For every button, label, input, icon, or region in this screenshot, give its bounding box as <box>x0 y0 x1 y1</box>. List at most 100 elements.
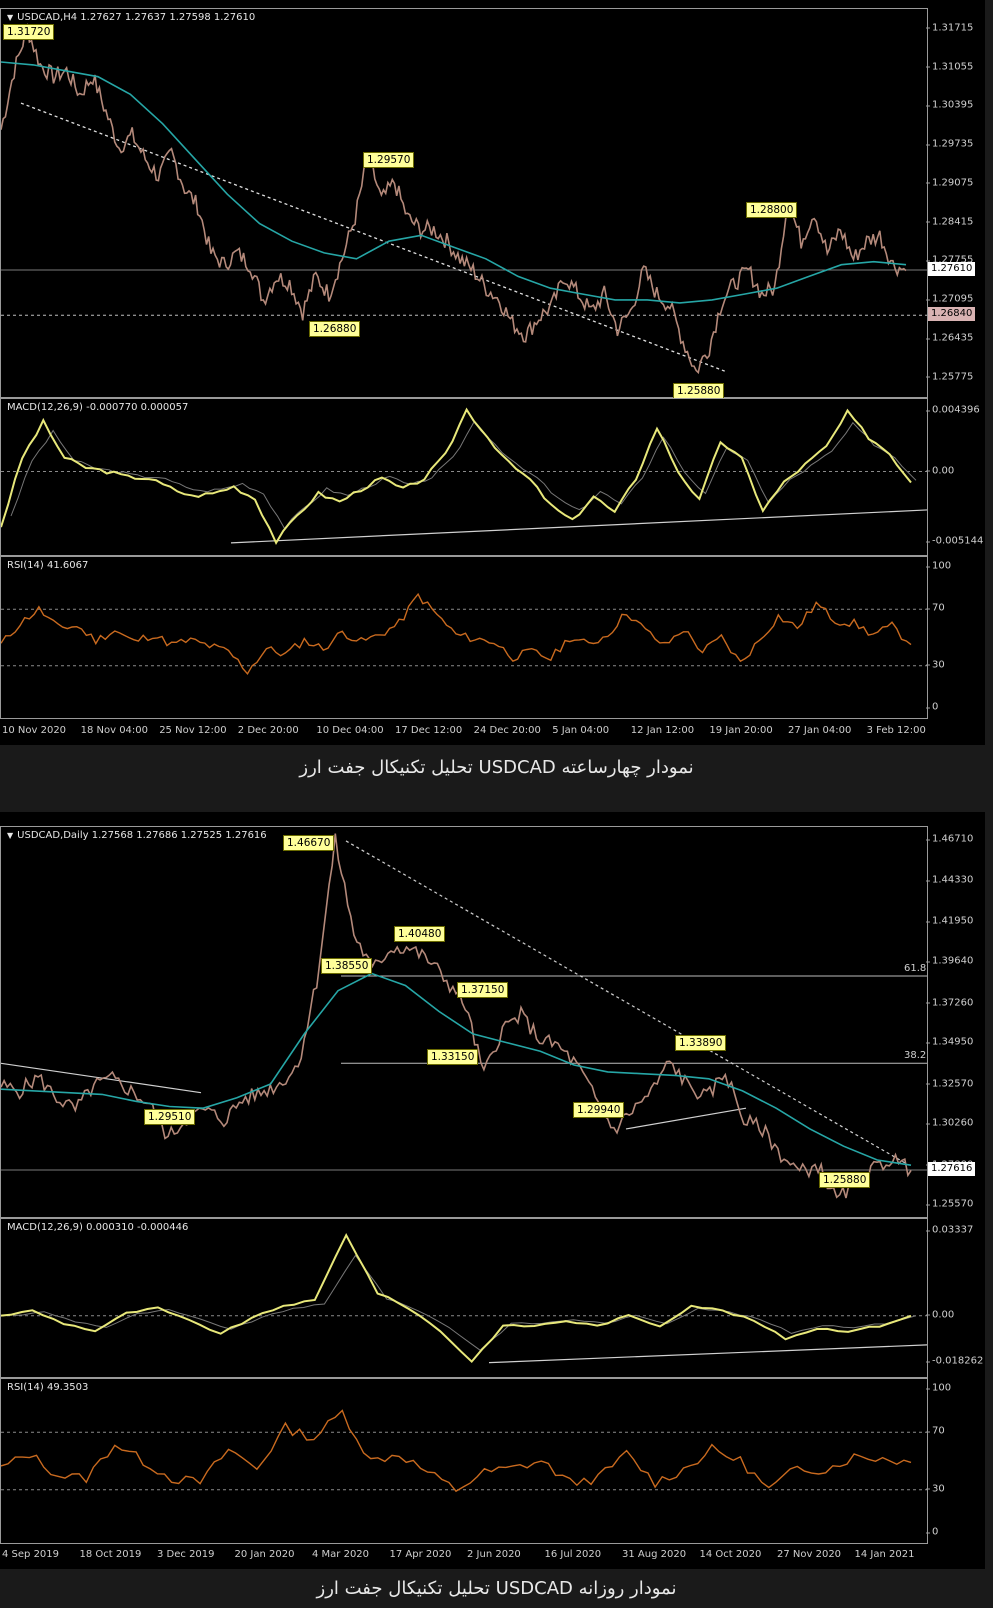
macd-plot-h4 <box>1 407 928 546</box>
moving-average-line <box>1 61 907 304</box>
chart-header-text: USDCAD,Daily 1.27568 1.27686 1.27525 1.2… <box>17 830 267 841</box>
trend-line <box>20 102 727 373</box>
axis-tick-label: 1.25775 <box>925 371 974 383</box>
date-tick-label: 3 Dec 2019 <box>157 1549 215 1560</box>
price-axis-h4: 1.31715 1.31055 1.30395 1.29735 1.29075 1.284… <box>925 8 988 398</box>
price-plot-daily <box>1 833 927 1199</box>
price-tag: 1.38550 <box>321 958 373 974</box>
chart-daily: ▼ USDCAD,Daily 1.27568 1.27686 1.27525 1.… <box>0 812 985 1569</box>
macd-line <box>1 1233 912 1364</box>
axis-tick-label: -0.005144 <box>925 535 984 547</box>
axis-tick-label: 1.29075 <box>925 177 974 189</box>
rsi-label-daily: RSI(14) 49.3503 <box>7 1382 89 1393</box>
date-tick-label: 4 Sep 2019 <box>2 1549 60 1560</box>
date-tick-label: 24 Dec 20:00 <box>473 725 541 736</box>
axis-tick-label: 0.03337 <box>925 1224 974 1236</box>
date-tick-label: 31 Aug 2020 <box>622 1549 687 1560</box>
price-tag: 1.28800 <box>746 202 798 218</box>
date-tick-label: 4 Mar 2020 <box>312 1549 370 1560</box>
date-tick-label: 18 Oct 2019 <box>79 1549 142 1560</box>
rsi-line <box>1 592 912 675</box>
rsi-line <box>1 1409 912 1493</box>
date-axis-h4: 10 Nov 2020 18 Nov 04:00 25 Nov 12:00 2 Dec… <box>0 721 928 743</box>
macd-pane-daily: MACD(12,26,9) 0.000310 -0.000446 <box>0 1218 928 1378</box>
level-price-box: 1.26840 <box>928 307 976 322</box>
axis-tick-label: 1.44330 <box>925 874 974 886</box>
date-tick-label: 3 Feb 12:00 <box>866 725 926 736</box>
macd-axis-h4: 0.004396 0.00 -0.005144 <box>925 398 988 556</box>
axis-tick-label: 1.30260 <box>925 1117 974 1129</box>
price-pane-daily: ▼ USDCAD,Daily 1.27568 1.27686 1.27525 1.… <box>0 826 928 1218</box>
price-series <box>1 833 912 1199</box>
date-tick-label: 12 Jan 12:00 <box>630 725 695 736</box>
price-plot-h4 <box>1 22 927 375</box>
date-tick-label: 17 Apr 2020 <box>389 1549 452 1560</box>
rsi-plot-h4 <box>1 592 927 675</box>
macd-label-daily: MACD(12,26,9) 0.000310 -0.000446 <box>7 1222 189 1233</box>
caption-h4: تحلیل تکنیکال جفت ارز USDCAD نمودار چهار… <box>299 757 694 778</box>
date-tick-label: 10 Nov 2020 <box>2 725 67 736</box>
rsi-axis-h4: 100 70 30 0 <box>925 556 988 719</box>
price-series <box>1 22 907 375</box>
date-tick-label: 2 Dec 20:00 <box>237 725 299 736</box>
date-tick-label: 27 Jan 04:00 <box>788 725 852 736</box>
chart-header-daily: ▼ USDCAD,Daily 1.27568 1.27686 1.27525 1.… <box>7 830 267 841</box>
axis-tick-label: 1.31715 <box>925 22 974 34</box>
axis-tick-label: 1.46710 <box>925 833 974 845</box>
price-tag: 1.40480 <box>394 926 446 942</box>
date-tick-label: 27 Nov 2020 <box>777 1549 842 1560</box>
price-tag: 1.26880 <box>309 321 361 337</box>
macd-line <box>1 407 912 546</box>
dropdown-arrow-icon[interactable]: ▼ <box>7 831 14 840</box>
date-tick-label: 18 Nov 04:00 <box>80 725 149 736</box>
axis-tick-label: 70 <box>926 1425 945 1437</box>
rsi-pane-daily: RSI(14) 49.3503 <box>0 1378 928 1544</box>
axis-tick-label: -0.018262 <box>925 1355 984 1367</box>
macd-plot-daily <box>1 1233 928 1364</box>
axis-tick-label: 0 <box>925 1526 939 1538</box>
chart-header-h4: ▼ USDCAD,H4 1.27627 1.27637 1.27598 1.276… <box>7 12 255 23</box>
axis-tick-label: 1.28415 <box>925 216 974 228</box>
trend-line-support <box>625 1107 747 1130</box>
axis-tick-label: 1.27755 <box>925 254 974 266</box>
price-tag: 1.25880 <box>819 1172 871 1188</box>
date-tick-label: 2 Jun 2020 <box>467 1549 521 1560</box>
axis-tick-label: 70 <box>926 602 945 614</box>
date-tick-label: 17 Dec 12:00 <box>395 725 463 736</box>
axis-tick-label: 30 <box>926 1483 945 1495</box>
caption-daily: تحلیل تکنیکال جفت ارز USDCAD نمودار روزا… <box>316 1578 677 1599</box>
price-tag: 1.33150 <box>427 1049 479 1065</box>
dropdown-arrow-icon[interactable]: ▼ <box>7 13 14 22</box>
macd-axis-daily: 0.03337 0.00 -0.018262 <box>925 1218 988 1378</box>
price-tag: 1.29570 <box>363 152 415 168</box>
date-tick-label: 25 Nov 12:00 <box>159 725 227 736</box>
axis-tick-label: 0.00 <box>925 1309 955 1321</box>
date-tick-label: 14 Jan 2021 <box>854 1549 915 1560</box>
date-tick-label: 5 Jan 04:00 <box>552 725 610 736</box>
axis-tick-label: 1.31055 <box>925 61 974 73</box>
price-tag: 1.31720 <box>3 24 55 40</box>
axis-tick-label: 1.37260 <box>925 997 974 1008</box>
date-tick-label: 16 Jul 2020 <box>544 1549 602 1560</box>
axis-tick-label: 1.25570 <box>925 1198 974 1210</box>
current-price-box: 1.27616 <box>928 1162 976 1177</box>
macd-pane-h4: MACD(12,26,9) -0.000770 0.000057 <box>0 398 928 556</box>
axis-tick-label: 1.26435 <box>925 332 974 344</box>
axis-tick-label: 0 <box>925 701 939 713</box>
chart-header-text: USDCAD,H4 1.27627 1.27637 1.27598 1.2761… <box>17 12 256 23</box>
moving-average-line <box>1 972 912 1166</box>
axis-tick-label: 1.41950 <box>925 915 974 927</box>
trend-line-down <box>345 840 907 1165</box>
axis-tick-label: 100 <box>925 560 952 572</box>
price-tag: 1.46670 <box>283 835 335 851</box>
axis-tick-label: 0.00 <box>925 465 955 476</box>
fibonacci-level-label: 38.2 <box>904 1050 927 1062</box>
rsi-label-h4: RSI(14) 41.6067 <box>7 560 89 571</box>
price-tag: 1.33890 <box>675 1035 727 1051</box>
axis-tick-label: 100 <box>925 1382 952 1394</box>
date-axis-daily: 4 Sep 2019 18 Oct 2019 3 Dec 2019 20 Jan 20… <box>0 1545 928 1567</box>
rsi-plot-daily <box>1 1409 927 1493</box>
axis-tick-label: 1.30395 <box>925 99 974 111</box>
trend-line-left <box>1 1062 202 1094</box>
price-axis-daily: 1.46710 1.44330 1.41950 1.39640 1.37260 1.349… <box>925 826 988 1218</box>
